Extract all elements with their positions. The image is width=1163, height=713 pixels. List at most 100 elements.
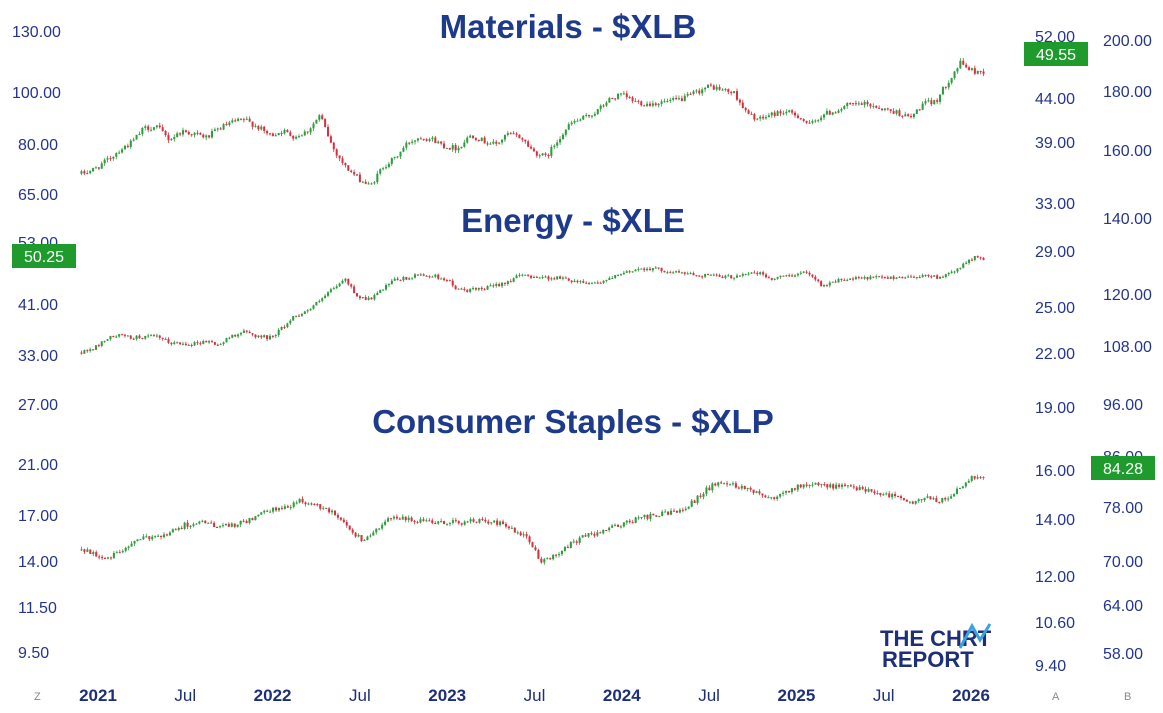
candle-body xyxy=(266,510,269,512)
candle-body xyxy=(956,268,959,272)
candle-body xyxy=(168,532,171,536)
candle-body xyxy=(451,280,454,286)
candle-body xyxy=(263,335,266,338)
candle-body xyxy=(532,276,535,278)
candle-body xyxy=(525,534,528,537)
candle-body xyxy=(557,554,561,556)
candle-body xyxy=(205,340,208,343)
candle-body xyxy=(572,541,575,543)
candle-body xyxy=(451,145,454,150)
candle-body xyxy=(704,87,707,90)
candle-body xyxy=(936,100,939,102)
candle-body xyxy=(528,536,531,543)
candle-body xyxy=(912,113,915,118)
candle-body xyxy=(312,123,315,129)
candle-body xyxy=(451,520,454,523)
candle-body xyxy=(588,282,591,284)
candle-body xyxy=(734,483,737,488)
candle-body xyxy=(891,494,894,498)
candle-body xyxy=(499,521,502,525)
candle-body xyxy=(448,280,451,282)
candle-body xyxy=(793,488,796,490)
candle-body xyxy=(802,119,805,121)
badge-consumer-staples: 84.28 xyxy=(1091,456,1155,480)
candle-body xyxy=(820,281,823,287)
candle-body xyxy=(835,484,838,489)
candle-body xyxy=(588,114,591,117)
candle-body xyxy=(228,337,231,339)
candle-body xyxy=(129,140,132,147)
candle-body xyxy=(799,484,802,488)
candle-body xyxy=(306,131,309,133)
candle-body xyxy=(617,93,620,99)
candle-body xyxy=(181,130,184,135)
candle-body xyxy=(744,108,747,111)
candle-body xyxy=(283,506,286,509)
candle-body xyxy=(889,276,892,279)
badge-consumer-staples-value: 84.28 xyxy=(1103,461,1143,478)
candle-body xyxy=(687,506,690,509)
axis-b-tick-label: 200.00 xyxy=(1103,33,1152,50)
candle-body xyxy=(543,559,546,563)
candle-body xyxy=(392,516,395,519)
candle-body xyxy=(516,532,519,534)
candle-body xyxy=(814,482,817,485)
candle-body xyxy=(614,98,617,100)
candle-body xyxy=(341,280,344,284)
candle-body xyxy=(825,111,828,115)
candle-body xyxy=(512,133,515,135)
candle-body xyxy=(634,269,637,272)
candle-body xyxy=(419,519,422,523)
candle-body xyxy=(112,156,115,159)
candle-body xyxy=(434,523,437,525)
axis-b-tick-label: 70.00 xyxy=(1103,554,1143,571)
candle-body xyxy=(898,110,901,116)
candle-body xyxy=(135,335,138,340)
x-tick-label: 2023 xyxy=(428,686,466,705)
candle-body xyxy=(762,116,765,119)
candle-body xyxy=(100,341,103,346)
candle-body xyxy=(648,268,651,271)
candle-body xyxy=(892,276,895,279)
logo-line2: REPORT xyxy=(882,647,974,672)
candle-body xyxy=(118,552,121,554)
candle-body xyxy=(608,527,611,531)
candle-body xyxy=(315,119,318,124)
candle-body xyxy=(914,501,917,504)
candle-body xyxy=(950,271,953,273)
candle-body xyxy=(150,129,153,131)
candle-body xyxy=(123,334,126,336)
candle-body xyxy=(345,522,348,526)
candle-body xyxy=(701,89,704,94)
candle-body xyxy=(324,295,327,299)
candle-body xyxy=(306,310,309,312)
candle-body xyxy=(805,271,808,273)
candle-body xyxy=(829,484,832,488)
candle-body xyxy=(144,126,147,128)
candle-body xyxy=(718,87,721,90)
candle-body xyxy=(190,344,193,346)
candle-body xyxy=(796,484,799,490)
candle-body xyxy=(160,535,163,538)
candle-body xyxy=(118,152,121,154)
candle-body xyxy=(912,276,915,278)
axis-a-tick-label: 39.00 xyxy=(1035,135,1075,152)
candle-body xyxy=(631,97,634,102)
candle-body xyxy=(147,126,150,130)
candle-body xyxy=(962,60,965,65)
left-tick-label: 130.00 xyxy=(12,24,61,41)
candle-body xyxy=(573,280,576,283)
candle-body xyxy=(174,529,177,531)
candle-body xyxy=(193,132,196,135)
candle-body xyxy=(637,100,640,102)
candle-body xyxy=(272,507,275,512)
candle-body xyxy=(109,557,112,559)
x-tick-label: Jul xyxy=(174,686,196,705)
candle-body xyxy=(735,275,739,278)
candle-body xyxy=(619,274,622,276)
candle-body xyxy=(663,270,666,273)
candle-body xyxy=(130,543,133,547)
candle-body xyxy=(660,101,663,104)
candle-body xyxy=(740,486,743,489)
candle-body xyxy=(254,125,257,127)
